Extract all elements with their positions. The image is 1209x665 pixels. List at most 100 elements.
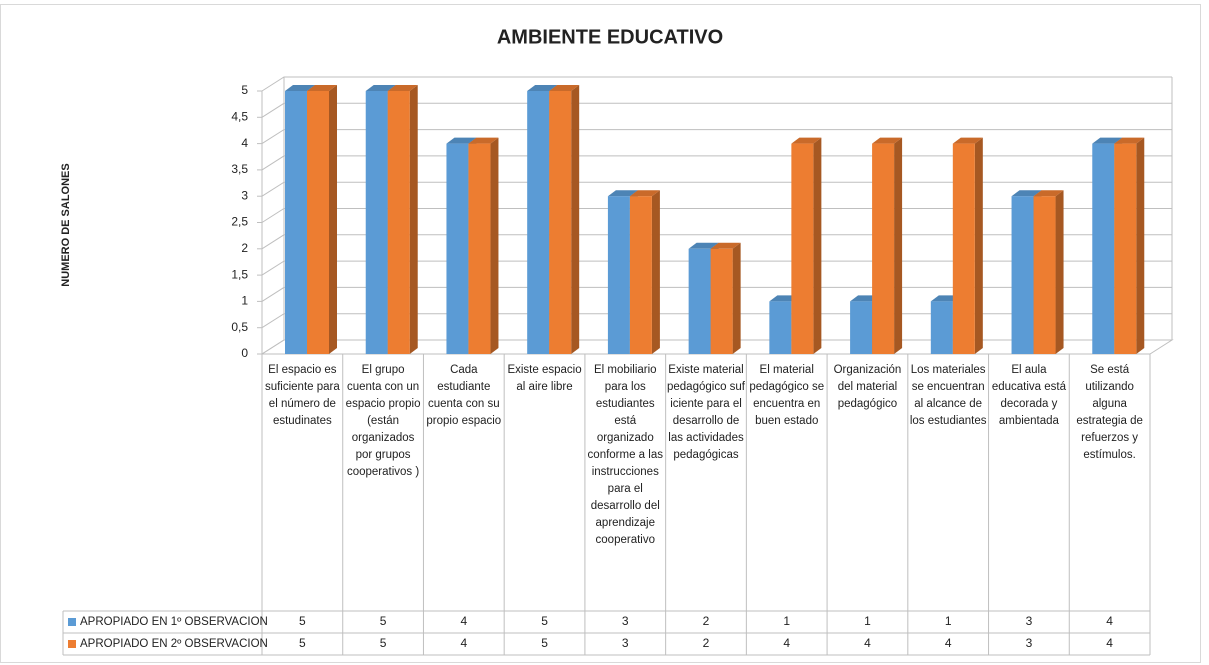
bar-front: [1011, 196, 1034, 354]
legend-swatch: [68, 618, 76, 626]
grid-segment: [261, 129, 1172, 145]
table-value: 1: [945, 614, 952, 628]
bar-front: [446, 143, 469, 354]
y-tick-label: 4: [241, 136, 248, 150]
bar-front: [307, 91, 329, 354]
bar-side: [1136, 137, 1145, 354]
grid-line: [261, 76, 1172, 92]
bar-front: [952, 143, 975, 354]
table-value: 5: [541, 636, 548, 650]
table-value: 3: [622, 636, 629, 650]
bar-front: [549, 91, 572, 354]
table-value: 2: [703, 614, 710, 628]
bar-side: [732, 242, 741, 354]
bar: [468, 137, 499, 354]
frame: [0, 4, 1201, 663]
chart-title: AMBIENTE EDUCATIVO: [497, 26, 723, 48]
bar-front: [1114, 143, 1137, 354]
bar-front: [850, 301, 873, 354]
bar-front: [769, 301, 792, 354]
table-value: 4: [864, 636, 871, 650]
bar-front: [1033, 196, 1056, 354]
y-tick-label: 1: [241, 294, 248, 308]
bar-front: [365, 91, 388, 354]
y-tick-label: 3: [241, 188, 248, 202]
bar-side: [490, 137, 499, 354]
legend-swatch: [68, 640, 76, 648]
grid-line: [261, 102, 1172, 118]
table-value: 3: [1026, 614, 1033, 628]
y-tick-label: 2: [241, 241, 248, 255]
y-tick-label: 0: [241, 346, 248, 360]
bar-top: [527, 85, 558, 91]
bar: [952, 137, 983, 354]
x-tick-label: El mobiliario para los estudiantes está …: [587, 364, 663, 546]
legend-label: APROPIADO EN 2º OBSERVACION: [80, 638, 268, 650]
bar-top: [872, 137, 903, 144]
bar-front: [688, 248, 711, 354]
x-tick-label: El material pedagógico se encuentra en b…: [749, 364, 825, 427]
y-axis-label: NUMERO DE SALONES: [60, 163, 72, 286]
bar-top: [1011, 190, 1042, 197]
x-tick-label: El espacio es suficiente para el número …: [264, 364, 340, 427]
table-value: 5: [380, 614, 387, 628]
bar-top: [952, 137, 983, 144]
x-tick-label: El grupo cuenta con un espacio propio (e…: [345, 364, 421, 478]
bar-side: [651, 190, 660, 354]
bar-side: [1055, 190, 1064, 354]
bar-top: [607, 190, 638, 197]
table-value: 5: [299, 636, 306, 650]
bar: [872, 137, 903, 354]
bar-side: [974, 137, 983, 354]
bar-top: [710, 242, 741, 249]
y-tick-label: 4,5: [231, 109, 248, 123]
bar-top: [791, 137, 822, 144]
bar: [791, 137, 822, 354]
table-value: 1: [783, 614, 790, 628]
x-tick-label: Se está utilizando alguna estrategia de …: [1076, 364, 1143, 461]
bar: [549, 85, 580, 354]
bar: [307, 85, 337, 354]
y-tick-label: 1,5: [231, 267, 248, 281]
bar-side: [571, 85, 580, 354]
bar-top: [1033, 190, 1064, 197]
bar-top: [307, 85, 337, 91]
bar-side: [813, 137, 822, 354]
table-value: 5: [541, 614, 548, 628]
table-value: 3: [622, 614, 629, 628]
x-tick-label: Existe material pedagógico suf iciente p…: [667, 364, 746, 461]
bar-front: [791, 143, 814, 354]
bar-side: [329, 85, 337, 354]
bar-front: [387, 91, 410, 354]
bar-front: [607, 196, 630, 354]
bar-top: [365, 85, 396, 91]
bar: [387, 85, 418, 354]
bar-front: [527, 91, 550, 354]
table-value: 4: [945, 636, 952, 650]
table-value: 3: [1026, 636, 1033, 650]
legend-label: APROPIADO EN 1º OBSERVACION: [80, 616, 268, 628]
bar-top: [285, 85, 315, 91]
x-tick-label: El aula educativa está decorada y ambien…: [991, 364, 1066, 427]
bar-front: [872, 143, 895, 354]
table-value: 2: [703, 636, 710, 650]
y-tick-label: 2,5: [231, 215, 248, 229]
grid-segment: [261, 102, 1172, 118]
y-tick-label: 3,5: [231, 162, 248, 176]
grid-line: [261, 129, 1172, 145]
y-tick-label: 5: [241, 83, 248, 97]
grid-segment: [261, 76, 1172, 92]
bar-front: [285, 91, 307, 354]
x-tick-label: Organización del material pedagógico: [833, 364, 902, 410]
bar-front: [930, 301, 953, 354]
table-value: 1: [864, 614, 871, 628]
table-value: 4: [783, 636, 790, 650]
table-value: 4: [460, 636, 467, 650]
bar: [1033, 190, 1064, 354]
bar-top: [688, 242, 719, 249]
y-tick-label: 0,5: [231, 320, 248, 334]
bar-front: [629, 196, 652, 354]
table-value: 4: [460, 614, 467, 628]
table-value: 5: [299, 614, 306, 628]
